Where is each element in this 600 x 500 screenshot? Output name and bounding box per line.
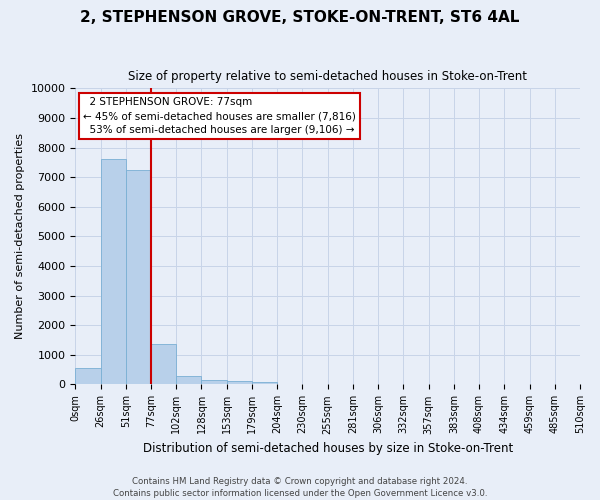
- Bar: [126, 170, 151, 384]
- Y-axis label: Number of semi-detached properties: Number of semi-detached properties: [15, 134, 25, 340]
- Bar: [75, 368, 101, 384]
- Text: Contains HM Land Registry data © Crown copyright and database right 2024.
Contai: Contains HM Land Registry data © Crown c…: [113, 476, 487, 498]
- Title: Size of property relative to semi-detached houses in Stoke-on-Trent: Size of property relative to semi-detach…: [128, 70, 527, 83]
- Bar: [252, 382, 277, 384]
- Bar: [176, 376, 202, 384]
- Bar: [227, 382, 252, 384]
- X-axis label: Distribution of semi-detached houses by size in Stoke-on-Trent: Distribution of semi-detached houses by …: [143, 442, 513, 455]
- Bar: [151, 344, 176, 385]
- Bar: [202, 380, 227, 384]
- Text: 2, STEPHENSON GROVE, STOKE-ON-TRENT, ST6 4AL: 2, STEPHENSON GROVE, STOKE-ON-TRENT, ST6…: [80, 10, 520, 25]
- Text: 2 STEPHENSON GROVE: 77sqm
← 45% of semi-detached houses are smaller (7,816)
  53: 2 STEPHENSON GROVE: 77sqm ← 45% of semi-…: [83, 97, 356, 135]
- Bar: [101, 160, 126, 384]
